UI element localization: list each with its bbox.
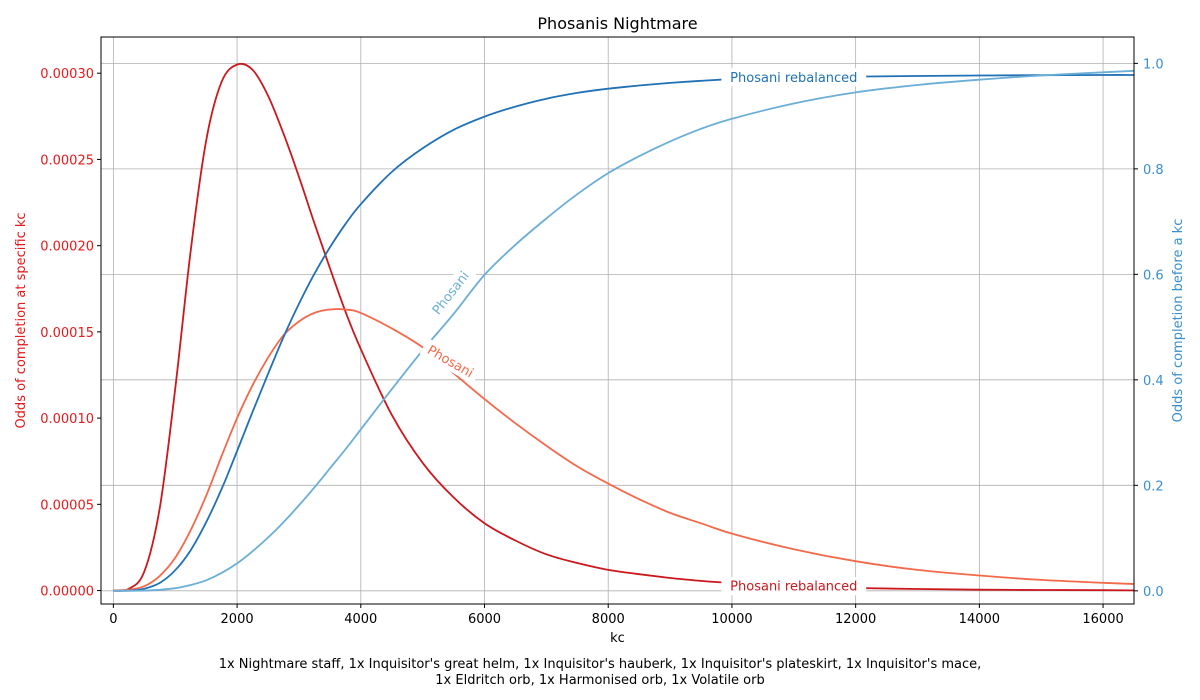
label-cdf-phosani-background xyxy=(424,263,477,323)
cdf-phosani-line xyxy=(113,69,1135,592)
right-tick-label: 0.0 xyxy=(1143,585,1164,600)
caption-line-1: 1x Nightmare staff, 1x Inquisitor's grea… xyxy=(218,657,982,672)
right-tick-label: 0.8 xyxy=(1143,163,1164,178)
left-axis-ticks: 0.00000 0.00005 0.00010 0.00015 0.00020 0.000… xyxy=(40,67,101,600)
right-tick-label: 0.6 xyxy=(1143,268,1164,283)
grid xyxy=(101,37,1134,604)
left-tick-label: 0.00010 xyxy=(40,412,94,427)
label-cdf-phosani: Phosani xyxy=(430,269,473,318)
left-tick-label: 0.00030 xyxy=(40,67,94,82)
right-axis-title: Odds of completion before a kc xyxy=(1171,219,1186,423)
x-tick-label: 4000 xyxy=(344,612,377,627)
label-pdf-rebalanced-group: Phosani rebalanced xyxy=(721,577,867,596)
x-tick-label: 14000 xyxy=(959,612,1000,627)
x-tick-label: 10000 xyxy=(711,612,752,627)
right-tick-label: 1.0 xyxy=(1143,57,1164,72)
x-axis-title: kc xyxy=(610,631,625,646)
left-tick-label: 0.00025 xyxy=(40,153,94,168)
right-tick-label: 0.2 xyxy=(1143,479,1164,494)
x-tick-label: 0 xyxy=(109,612,117,627)
pdf-phosani-line xyxy=(113,308,1135,592)
curve-labels: Phosani rebalanced Phosani Phosani Phosani … xyxy=(419,68,867,596)
x-tick-label: 16000 xyxy=(1082,612,1123,627)
x-tick-label: 2000 xyxy=(221,612,254,627)
caption-line-2: 1x Eldritch orb, 1x Harmonised orb, 1x V… xyxy=(435,673,765,688)
label-cdf-phosani-group: Phosani xyxy=(424,263,477,323)
x-axis-ticks: 0 2000 4000 6000 8000 10000 12000 14000 16000 xyxy=(109,604,1124,627)
left-tick-label: 0.00005 xyxy=(40,498,94,513)
pdf-rebalanced-line xyxy=(113,62,1135,592)
left-axis-title: Odds of completion at specific kc xyxy=(14,212,29,428)
x-tick-label: 8000 xyxy=(592,612,625,627)
chart-caption: 1x Nightmare staff, 1x Inquisitor's grea… xyxy=(0,657,1200,689)
label-pdf-phosani-group: Phosani xyxy=(419,338,482,385)
left-tick-label: 0.00000 xyxy=(40,585,94,600)
label-cdf-rebalanced: Phosani rebalanced xyxy=(730,71,857,86)
right-axis-ticks: 0.0 0.2 0.4 0.6 0.8 1.0 xyxy=(1134,57,1164,600)
chart-title: Phosanis Nightmare xyxy=(537,14,697,33)
left-tick-label: 0.00020 xyxy=(40,240,94,255)
label-cdf-rebalanced-background xyxy=(721,68,867,87)
label-pdf-phosani-background xyxy=(419,338,482,385)
x-tick-label: 6000 xyxy=(468,612,501,627)
plot-frame xyxy=(100,36,1135,605)
right-tick-label: 0.4 xyxy=(1143,374,1164,389)
label-pdf-rebalanced: Phosani rebalanced xyxy=(730,580,857,595)
left-tick-label: 0.00015 xyxy=(40,326,94,341)
label-cdf-rebalanced-group: Phosani rebalanced xyxy=(721,68,867,87)
cdf-rebalanced-line xyxy=(113,74,1135,592)
curves xyxy=(113,62,1135,592)
label-pdf-rebalanced-background xyxy=(721,577,867,596)
x-tick-label: 12000 xyxy=(835,612,876,627)
